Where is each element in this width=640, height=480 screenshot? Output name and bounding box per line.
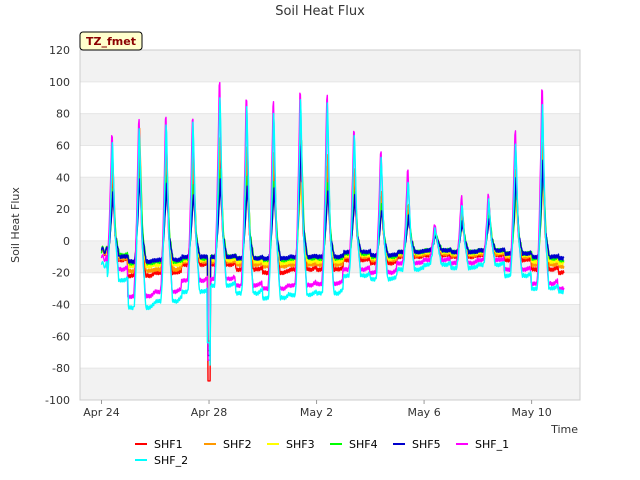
tag-label: TZ_fmet [79,31,143,51]
x-tick-label: Apr 28 [191,406,228,419]
x-tick-label: May 6 [407,406,440,419]
y-axis-title: Soil Heat Flux [9,187,22,263]
y-tick-label: 40 [56,171,70,184]
legend-label: SHF3 [286,438,315,451]
y-tick-label: 20 [56,203,70,216]
y-axis: -100 -80 -60 -40 -20 0 20 40 60 80 100 120 [45,44,70,407]
grid-band [80,304,580,337]
grid-band [80,368,580,400]
y-tick-label: -20 [52,267,70,280]
x-tick-label: Apr 24 [83,406,120,419]
plot-frame [79,49,581,401]
x-axis: Apr 24 Apr 28 May 2 May 6 May 10 [83,400,552,419]
grid-band [80,50,580,82]
x-tick-label: May 2 [300,406,333,419]
series-layer [100,81,565,382]
grid-band [80,113,580,146]
y-tick-label: -40 [52,299,70,312]
y-tick-label: -100 [45,394,70,407]
x-tick-label: May 10 [511,406,551,419]
legend-label: SHF4 [349,438,378,451]
x-axis-title: Time [550,423,578,436]
legend-label: SHF_1 [475,438,509,451]
y-tick-label: 60 [56,139,70,152]
tag-text: TZ_fmet [86,35,136,48]
y-tick-label: -60 [52,330,70,343]
legend-label: SHF1 [154,438,183,451]
legend-label: SHF5 [412,438,441,451]
chart-title: Soil Heat Flux [275,4,365,19]
y-tick-label: -80 [52,362,70,375]
legend-label: SHF2 [223,438,252,451]
legend-label: SHF_2 [154,454,188,467]
grid-bands [80,50,580,400]
y-tick-label: 80 [56,108,70,121]
y-tick-label: 0 [63,235,70,248]
series-line-shf-2 [100,97,565,366]
y-tick-label: 100 [49,76,70,89]
tag-box [79,31,143,51]
legend: SHF1 SHF2 SHF3 SHF4 SHF5 SHF_1 SHF_2 [135,438,509,467]
y-tick-label: 120 [49,44,70,57]
